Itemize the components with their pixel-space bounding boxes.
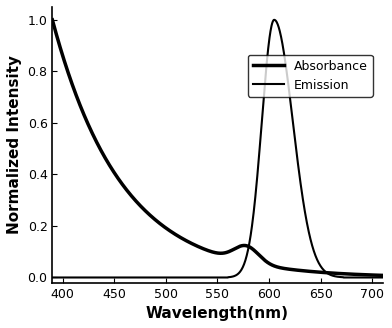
Absorbance <box>84 118 89 122</box>
Absorbance <box>314 270 318 274</box>
Absorbance <box>196 244 200 248</box>
Emission <box>50 276 55 279</box>
Emission <box>380 276 385 279</box>
Emission <box>308 236 312 240</box>
Y-axis label: Normalized Intensity: Normalized Intensity <box>7 55 22 234</box>
Legend: Absorbance, Emission: Absorbance, Emission <box>248 54 373 97</box>
Absorbance <box>50 18 55 22</box>
Absorbance <box>183 238 188 242</box>
Line: Absorbance: Absorbance <box>53 20 383 276</box>
Absorbance <box>380 274 385 277</box>
Emission <box>277 28 282 32</box>
Absorbance <box>277 265 281 269</box>
X-axis label: Wavelength(nm): Wavelength(nm) <box>146 306 289 321</box>
Emission <box>314 255 318 259</box>
Absorbance <box>307 269 312 273</box>
Emission <box>272 18 276 22</box>
Line: Emission: Emission <box>53 20 383 277</box>
Emission <box>196 276 200 279</box>
Emission <box>84 276 89 279</box>
Emission <box>183 276 188 279</box>
